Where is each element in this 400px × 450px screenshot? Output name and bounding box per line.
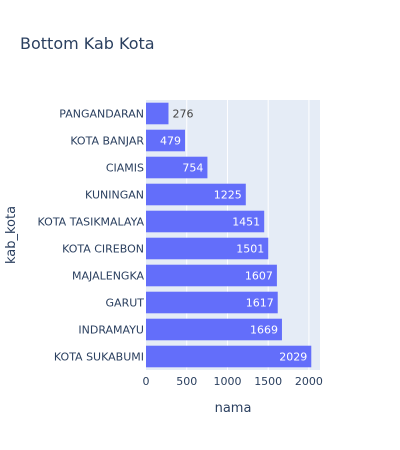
bar-value-label: 1451 xyxy=(232,216,260,229)
bar xyxy=(146,183,246,206)
x-tick-label: 1000 xyxy=(213,375,241,388)
x-tick-label: 1500 xyxy=(254,375,282,388)
y-tick-label: KOTA BANJAR xyxy=(70,135,144,148)
bar-value-label: 1617 xyxy=(246,297,274,310)
y-axis-title: kab_kota xyxy=(4,206,19,264)
bar xyxy=(146,102,169,125)
y-tick-labels: PANGANDARAN KOTA BANJAR CIAMIS KUNINGAN KOTA… xyxy=(38,108,145,364)
bar-value-label: 276 xyxy=(172,108,193,121)
bar xyxy=(146,264,277,287)
bar-value-label: 1501 xyxy=(236,243,264,256)
chart-title: Bottom Kab Kota xyxy=(20,34,155,53)
x-tick-labels: 0 500 1000 1500 2000 xyxy=(143,375,323,388)
bar-value-label: 479 xyxy=(160,135,181,148)
x-tick-label: 0 xyxy=(143,375,150,388)
y-tick-label: GARUT xyxy=(106,297,145,310)
y-tick-label: KUNINGAN xyxy=(85,189,144,202)
x-tick-label: 500 xyxy=(176,375,197,388)
bar-value-label: 754 xyxy=(182,162,203,175)
bar xyxy=(146,318,282,341)
bar xyxy=(146,210,265,233)
y-tick-label: KOTA CIREBON xyxy=(62,243,144,256)
y-tick-label: KOTA TASIKMALAYA xyxy=(38,216,145,229)
bar-value-label: 1225 xyxy=(214,189,242,202)
y-tick-label: PANGANDARAN xyxy=(59,108,144,121)
bar xyxy=(146,291,278,314)
bar-value-label: 1669 xyxy=(250,324,278,337)
bar xyxy=(146,345,312,368)
y-tick-label: MAJALENGKA xyxy=(72,270,144,283)
x-axis-title: nama xyxy=(215,401,252,416)
bar-value-label: 2029 xyxy=(279,351,307,364)
y-tick-label: CIAMIS xyxy=(106,162,144,175)
bar xyxy=(146,237,269,260)
bars: 276 479 754 1225 1451 1501 1607 1617 1669 2029 xyxy=(146,102,312,368)
y-tick-label: INDRAMAYU xyxy=(78,324,144,337)
bar-value-label: 1607 xyxy=(245,270,273,283)
x-tick-label: 2000 xyxy=(295,375,323,388)
bar xyxy=(146,156,208,179)
bar xyxy=(146,129,186,152)
y-tick-label: KOTA SUKABUMI xyxy=(54,351,144,364)
